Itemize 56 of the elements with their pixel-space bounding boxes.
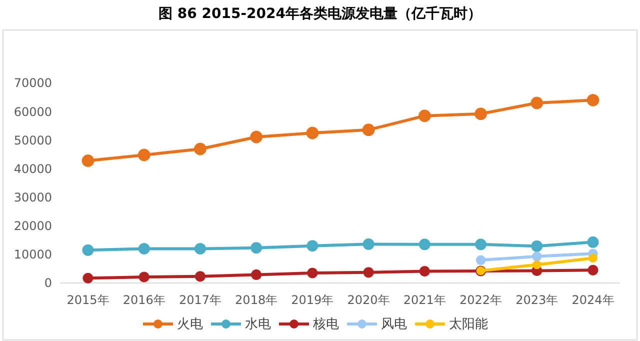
point: [418, 110, 431, 122]
point: [418, 238, 430, 250]
legend-label: 核电: [312, 317, 339, 332]
x-tick-label: 2023年: [516, 293, 558, 307]
point: [306, 240, 318, 252]
y-tick-label: 0: [44, 276, 52, 290]
x-tick-label: 2021年: [403, 293, 446, 307]
x-tick-label: 2016年: [122, 293, 166, 307]
point: [474, 108, 487, 120]
legend-label: 风电: [381, 317, 407, 332]
point: [307, 268, 318, 278]
point: [362, 124, 375, 136]
point: [530, 96, 544, 110]
point: [194, 242, 206, 254]
y-tick-label: 60000: [14, 104, 52, 119]
x-tick-label: 2020年: [347, 293, 390, 307]
point: [82, 244, 94, 256]
point: [82, 154, 94, 167]
legend-label: 水电: [245, 317, 271, 332]
legend-label: 太阳能: [449, 317, 488, 332]
y-tick-label: 70000: [14, 76, 52, 90]
point: [251, 269, 262, 280]
point: [138, 242, 150, 254]
point: [363, 267, 374, 278]
point: [588, 254, 598, 263]
point: [194, 271, 206, 282]
point: [419, 266, 430, 277]
point: [475, 238, 487, 250]
point: [82, 272, 94, 284]
y-tick-label: 30000: [14, 190, 52, 204]
y-tick-label: 20000: [14, 219, 52, 234]
point: [250, 130, 263, 144]
y-tick-label: 40000: [14, 162, 52, 176]
point: [476, 255, 486, 265]
point: [588, 264, 598, 276]
y-tick-label: 50000: [14, 133, 52, 148]
y-tick-label: 10000: [14, 248, 52, 262]
point: [194, 142, 206, 156]
point: [250, 242, 262, 254]
x-tick-label: 2019年: [291, 293, 334, 307]
chart-title: 图 86 2015-2024年各类电源发电量（亿千瓦时）: [158, 5, 482, 22]
x-tick-label: 2024年: [572, 293, 614, 307]
point: [306, 126, 319, 140]
point: [531, 240, 543, 252]
point: [587, 236, 599, 248]
legend-label: 火电: [177, 317, 203, 332]
point: [362, 238, 374, 250]
x-tick-label: 2017年: [178, 293, 222, 307]
x-tick-label: 2015年: [66, 293, 110, 307]
point: [138, 272, 150, 282]
point: [532, 252, 542, 262]
point: [532, 260, 542, 270]
point: [138, 148, 150, 162]
point: [586, 94, 600, 106]
x-tick-label: 2018年: [235, 293, 278, 307]
x-tick-label: 2022年: [460, 293, 502, 307]
